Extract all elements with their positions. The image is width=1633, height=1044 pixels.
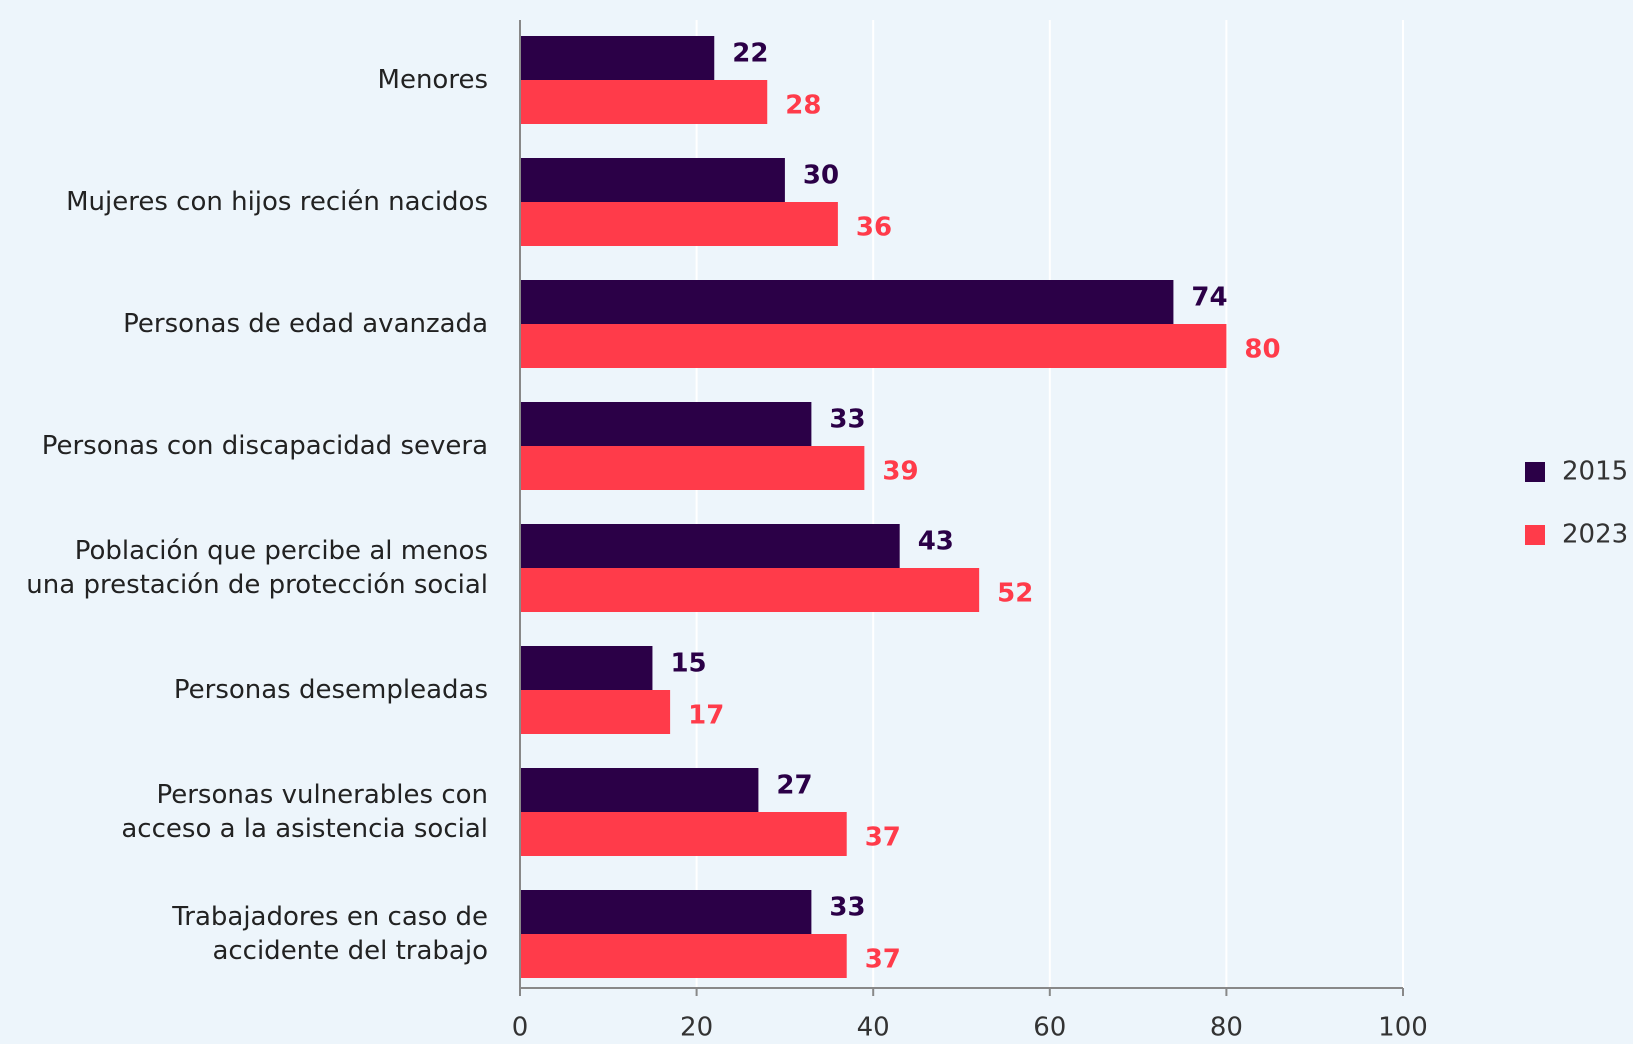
category-label: Mujeres con hijos recién nacidos [66,187,488,217]
value-label: 52 [997,579,1033,609]
category-label: Personas vulnerables con acceso a la asi… [121,780,488,844]
legend-label: 2015 [1562,457,1628,487]
value-label: 43 [918,527,954,557]
category-label: Personas de edad avanzada [123,309,488,339]
bar [520,568,980,612]
legend-swatch [1525,525,1545,545]
value-label: 17 [688,701,724,731]
bar [520,812,847,856]
value-label: 33 [829,405,865,435]
bar [520,890,812,934]
category-label: Población que percibe al menos una prest… [26,536,488,600]
value-label: 36 [856,213,892,243]
bar [520,324,1227,368]
bar [520,158,785,202]
bar [520,202,838,246]
value-label: 37 [865,945,901,975]
value-label: 22 [732,39,768,69]
bar [520,36,715,80]
value-label: 30 [803,161,839,191]
bar [520,690,671,734]
x-tick-label: 80 [1210,1013,1243,1043]
bar [520,934,847,978]
value-label: 80 [1244,335,1280,365]
value-label: 28 [785,91,821,121]
value-label: 15 [670,649,706,679]
category-label: Trabajadores en caso de accidente del tr… [172,902,488,966]
x-tick-label: 20 [680,1013,713,1043]
x-tick-label: 60 [1033,1013,1066,1043]
value-label: 27 [776,771,812,801]
value-label: 37 [865,823,901,853]
category-label: Personas desempleadas [173,675,488,705]
x-tick-label: 0 [512,1013,529,1043]
bar [520,768,759,812]
bar [520,280,1174,324]
category-label: Personas con discapacidad severa [41,431,488,461]
x-tick-label: 100 [1378,1013,1428,1043]
bar [520,524,900,568]
legend-label: 2023 [1562,520,1628,550]
bar [520,80,768,124]
bar [520,446,865,490]
legend-swatch [1525,462,1545,482]
x-tick-label: 40 [857,1013,890,1043]
category-label: Menores [377,65,488,95]
bar [520,402,812,446]
value-label: 39 [882,457,918,487]
value-label: 74 [1191,283,1227,313]
bar [520,646,653,690]
value-label: 33 [829,893,865,923]
